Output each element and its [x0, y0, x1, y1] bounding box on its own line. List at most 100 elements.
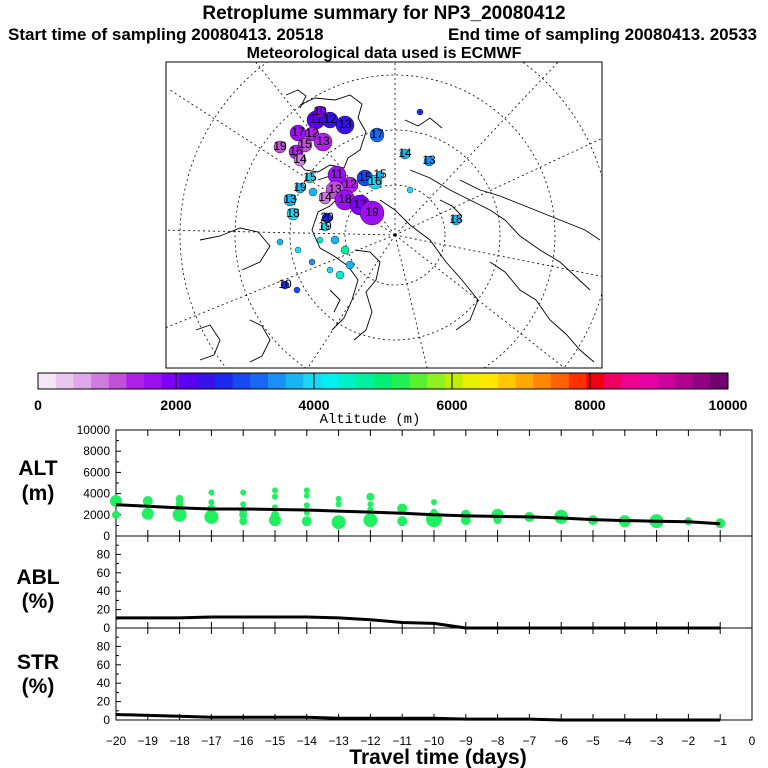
map-cluster-label: 14 [293, 152, 307, 166]
alt-cluster-marker [204, 509, 219, 524]
alt-cluster-marker [175, 500, 184, 509]
map-cluster-label: 17 [370, 127, 384, 141]
colorbar-swatch [586, 373, 605, 389]
map-cluster-label: 14 [318, 190, 332, 204]
colorbar-swatch [108, 373, 127, 389]
map-cluster-marker [320, 222, 330, 232]
map-cluster-marker [313, 105, 327, 119]
colorbar-tick-label: 0 [34, 397, 42, 413]
colorbar-swatch [91, 373, 110, 389]
colorbar-label: Altitude (m) [320, 412, 421, 428]
str-label-line2: (%) [22, 675, 55, 698]
x-tick-label: −17 [201, 734, 222, 748]
alt-cluster-marker [366, 492, 375, 501]
x-tick-label: −2 [682, 734, 696, 748]
colorbar-swatch [356, 373, 375, 389]
colorbar-swatch [444, 373, 464, 389]
colorbar-swatch [268, 373, 287, 389]
x-tick-label: −19 [138, 734, 159, 748]
colorbar-swatch [232, 373, 251, 389]
map-cluster-label: 18 [449, 212, 463, 226]
alt-cluster-marker [431, 499, 437, 506]
map-cluster-label: 20 [320, 210, 334, 224]
str-ytick-label: 40 [97, 676, 111, 690]
str-series-line [115, 713, 721, 722]
x-tick-label: −4 [618, 734, 632, 748]
alt-series-line [115, 503, 721, 526]
colorbar-swatch [303, 373, 322, 389]
colorbar-swatch [568, 373, 587, 389]
alt-cluster-marker [239, 517, 248, 526]
map-cluster-marker [369, 127, 385, 143]
alt-ytick-label: 0 [103, 529, 110, 543]
map-cluster-marker [359, 200, 385, 226]
map-cluster-marker [308, 187, 318, 197]
alt-cluster-marker [367, 501, 374, 508]
colorbar-tick-label: 2000 [160, 397, 191, 413]
met-data-subtitle: Meteorological data used is ECMWF [246, 45, 522, 62]
map-cluster-label: 13 [422, 153, 436, 167]
x-tick-label: −6 [554, 734, 568, 748]
colorbar-swatch [515, 373, 534, 389]
colorbar-swatch [73, 373, 92, 389]
str-ytick-label: 0 [103, 713, 110, 727]
x-tick-label: −18 [169, 734, 190, 748]
alt-cluster-marker [303, 492, 310, 499]
colorbar-swatch [161, 373, 181, 389]
alt-cluster-marker [331, 515, 346, 530]
str-ytick-label: 20 [97, 695, 111, 709]
alt-cluster-marker [397, 516, 408, 527]
map-cluster-marker [345, 260, 355, 270]
colorbar-swatch [38, 373, 57, 389]
x-tick-label: −14 [297, 734, 318, 748]
alt-cluster-marker [208, 489, 215, 496]
colorbar-swatch [551, 373, 570, 389]
map-cluster-marker [340, 245, 350, 255]
map-cluster-label: 15 [298, 137, 312, 151]
x-tick-label: −5 [586, 734, 600, 748]
alt-cluster-marker [208, 499, 215, 506]
alt-ytick-label: 2000 [83, 508, 110, 522]
map-cluster-label: 19 [293, 180, 307, 194]
map-cluster-marker [286, 207, 300, 221]
x-tick-label: −15 [265, 734, 286, 748]
alt-cluster-marker [272, 487, 278, 494]
map-cluster-marker [283, 193, 297, 207]
alt-cluster-marker [172, 507, 187, 522]
str-ytick-label: 80 [97, 639, 111, 653]
map-cluster-marker [416, 108, 424, 116]
x-axis: −20 −19 −18 −17 −16 −15 −14 −13 −12 −11 −10 −9 −8 −7−… [106, 734, 756, 768]
x-tick-label: −16 [233, 734, 254, 748]
str-ytick-label: 60 [97, 658, 111, 672]
map-cluster-label: 19 [273, 139, 287, 153]
alt-label-line2: (m) [22, 482, 55, 505]
map-cluster-label: 15 [373, 167, 387, 181]
map-cluster-marker [318, 191, 332, 205]
end-time-subtitle: End time of sampling 20080413. 20533 [448, 25, 757, 44]
map-cluster-label: 10 [278, 277, 292, 291]
map-cluster-label: 18 [338, 192, 352, 206]
colorbar-swatch [409, 373, 428, 389]
map-cluster-marker [294, 182, 306, 194]
alt-cluster-marker [335, 495, 342, 502]
map-cluster-marker [399, 148, 411, 160]
map-cluster-marker [280, 280, 290, 290]
x-tick-label: −10 [424, 734, 445, 748]
colorbar-tick-label: 4000 [298, 397, 329, 413]
colorbar-swatch [639, 373, 658, 389]
colorbar-swatch [374, 373, 393, 389]
abl-ytick-label: 60 [97, 566, 111, 580]
colorbar-swatch [144, 373, 163, 389]
x-tick-label: −1 [713, 734, 727, 748]
map-cluster-label: 18 [286, 206, 300, 220]
map-cluster-marker [273, 140, 287, 154]
alt-cluster-marker [303, 502, 310, 509]
map-cluster-label: 14 [398, 146, 412, 160]
map-cluster-marker [308, 258, 316, 266]
map-cluster-label: 17 [291, 125, 305, 139]
alt-ytick-label: 8000 [83, 444, 110, 458]
str-panel: 0 20 40 60 80 STR(%) [17, 627, 753, 727]
colorbar-swatch [498, 373, 517, 389]
alt-ytick-label: 4000 [83, 487, 110, 501]
